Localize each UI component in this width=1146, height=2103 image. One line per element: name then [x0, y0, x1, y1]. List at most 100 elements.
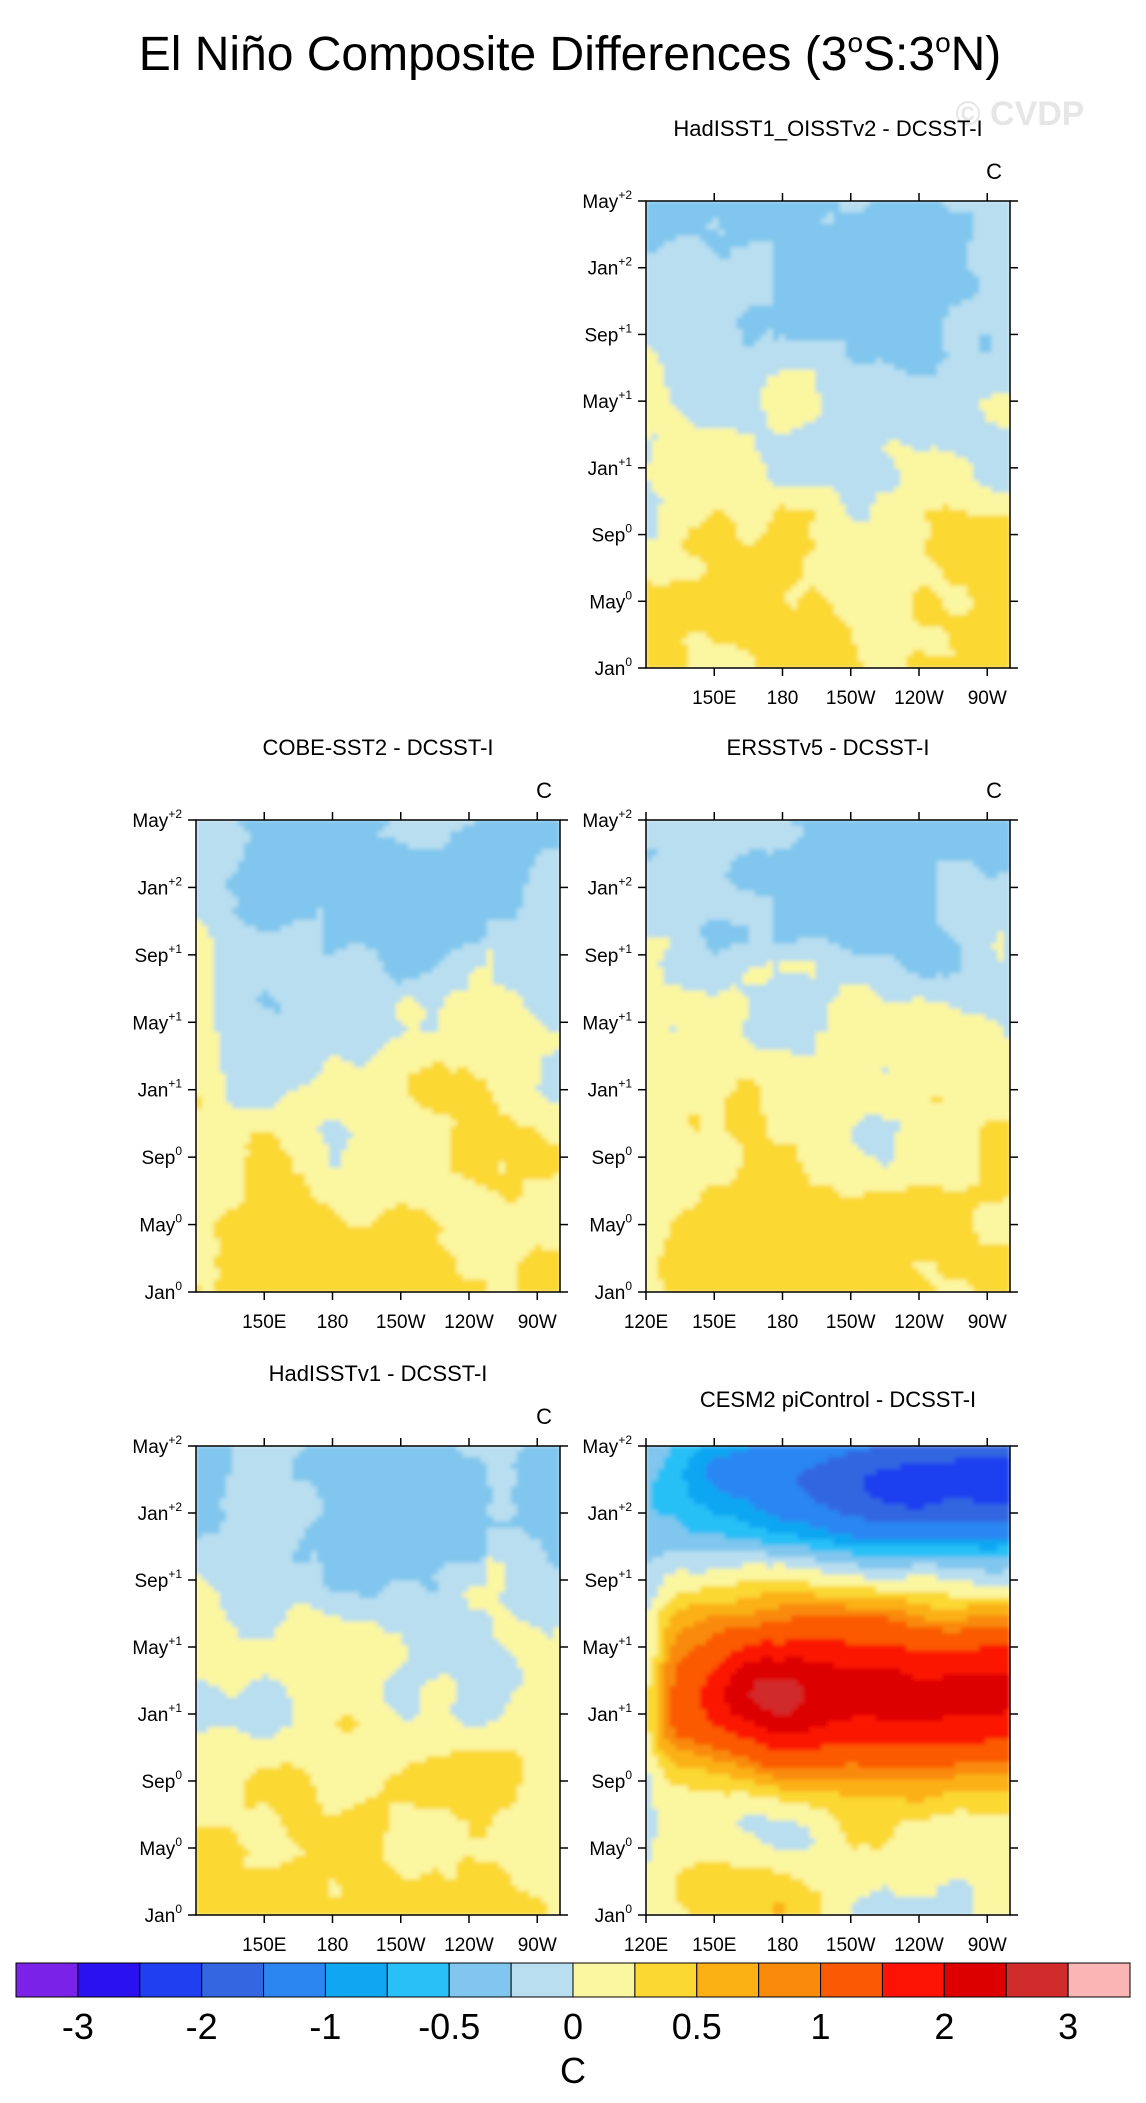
heatmap-cell	[857, 568, 865, 576]
heatmap-cell	[948, 527, 956, 535]
heatmap-cell	[1003, 340, 1010, 348]
heatmap-cell	[942, 568, 950, 576]
heatmap-cell	[687, 404, 696, 412]
heatmap-cell	[663, 562, 671, 570]
x-tick-label: 150E	[692, 688, 736, 709]
heatmap-cell	[766, 218, 774, 225]
heatmap-cell	[997, 591, 1005, 599]
heatmap-cell	[930, 416, 938, 424]
heatmap-cell	[687, 597, 696, 605]
heatmap-cell	[833, 544, 841, 552]
heatmap-cell	[876, 539, 884, 546]
heatmap-cell	[894, 550, 902, 558]
heatmap-cell	[912, 655, 920, 663]
heatmap-cell	[681, 428, 689, 435]
heatmap-cell	[857, 398, 865, 406]
heatmap-cell	[778, 649, 787, 657]
heatmap-cell	[766, 562, 774, 570]
heatmap-cell	[772, 253, 780, 260]
heatmap-cell	[700, 644, 708, 651]
heatmap-cell	[863, 655, 871, 663]
heatmap-cell	[894, 603, 902, 611]
heatmap-cell	[985, 206, 993, 214]
heatmap-cell	[669, 632, 677, 640]
heatmap-cell	[754, 480, 762, 488]
heatmap-cell	[547, 825, 555, 833]
heatmap-cell	[900, 299, 908, 307]
heatmap-cell	[997, 328, 1005, 336]
heatmap-cell	[973, 492, 981, 500]
heatmap-cell	[700, 498, 708, 506]
heatmap-cell	[341, 831, 349, 839]
heatmap-cell	[821, 550, 829, 558]
heatmap-cell	[936, 597, 944, 605]
heatmap-cell	[973, 521, 981, 529]
heatmap-cell	[827, 463, 835, 471]
heatmap-cell	[997, 620, 1005, 628]
heatmap-cell	[906, 206, 914, 214]
heatmap-cell	[894, 352, 902, 360]
heatmap-cell	[712, 270, 720, 278]
heatmap-cell	[663, 352, 671, 360]
heatmap-cell	[906, 229, 914, 237]
heatmap-cell	[876, 474, 884, 482]
heatmap-cell	[694, 480, 702, 488]
heatmap-cell	[876, 334, 884, 342]
heatmap-cell	[718, 410, 726, 418]
heatmap-cell	[869, 439, 878, 447]
heatmap-cell	[718, 451, 726, 459]
heatmap-cell	[724, 393, 732, 400]
heatmap-cell	[827, 486, 835, 494]
heatmap-cell	[791, 288, 799, 295]
heatmap-cell	[833, 597, 841, 605]
heatmap-cell	[912, 410, 920, 418]
heatmap-cell	[827, 603, 835, 611]
heatmap-cell	[991, 498, 999, 506]
heatmap-cell	[894, 574, 902, 581]
heatmap-cell	[736, 358, 744, 365]
heatmap-cell	[760, 264, 768, 272]
heatmap-cell	[803, 597, 811, 605]
heatmap-cell	[973, 206, 981, 214]
heatmap-cell	[785, 638, 793, 646]
heatmap-cell	[906, 387, 914, 395]
heatmap-cell	[213, 831, 221, 839]
heatmap-cell	[997, 276, 1005, 284]
heatmap-cell	[924, 632, 932, 640]
heatmap-cell	[967, 626, 975, 634]
heatmap-cell	[985, 229, 993, 237]
heatmap-cell	[863, 614, 871, 622]
heatmap-cell	[359, 825, 367, 833]
heatmap-cell	[973, 288, 981, 295]
heatmap-cell	[900, 609, 908, 616]
heatmap-cell	[535, 825, 543, 833]
heatmap-cell	[912, 486, 920, 494]
heatmap-cell	[851, 253, 859, 260]
heatmap-cell	[888, 539, 896, 546]
heatmap-cell	[797, 404, 805, 412]
heatmap-cell	[748, 585, 756, 593]
heatmap-cell	[748, 655, 756, 663]
heatmap-cell	[646, 299, 653, 307]
heatmap-cell	[712, 247, 720, 255]
heatmap-cell	[876, 457, 884, 465]
heatmap-cell	[730, 585, 738, 593]
heatmap-cell	[954, 428, 962, 435]
heatmap-cell	[985, 469, 993, 476]
heatmap-cell	[778, 264, 787, 272]
heatmap-cell	[754, 264, 762, 272]
heatmap-cell	[894, 515, 902, 523]
heatmap-cell	[663, 299, 671, 307]
heatmap-cell	[766, 480, 774, 488]
heatmap-cell	[772, 504, 780, 511]
heatmap-cell	[748, 644, 756, 651]
heatmap-cell	[948, 410, 956, 418]
heatmap-cell	[742, 410, 750, 418]
heatmap-cell	[979, 474, 987, 482]
heatmap-cell	[954, 591, 962, 599]
heatmap-cell	[1003, 550, 1010, 558]
heatmap-cell	[730, 457, 738, 465]
heatmap-cell	[985, 264, 993, 272]
heatmap-cell	[754, 492, 762, 500]
heatmap-cell	[985, 632, 993, 640]
